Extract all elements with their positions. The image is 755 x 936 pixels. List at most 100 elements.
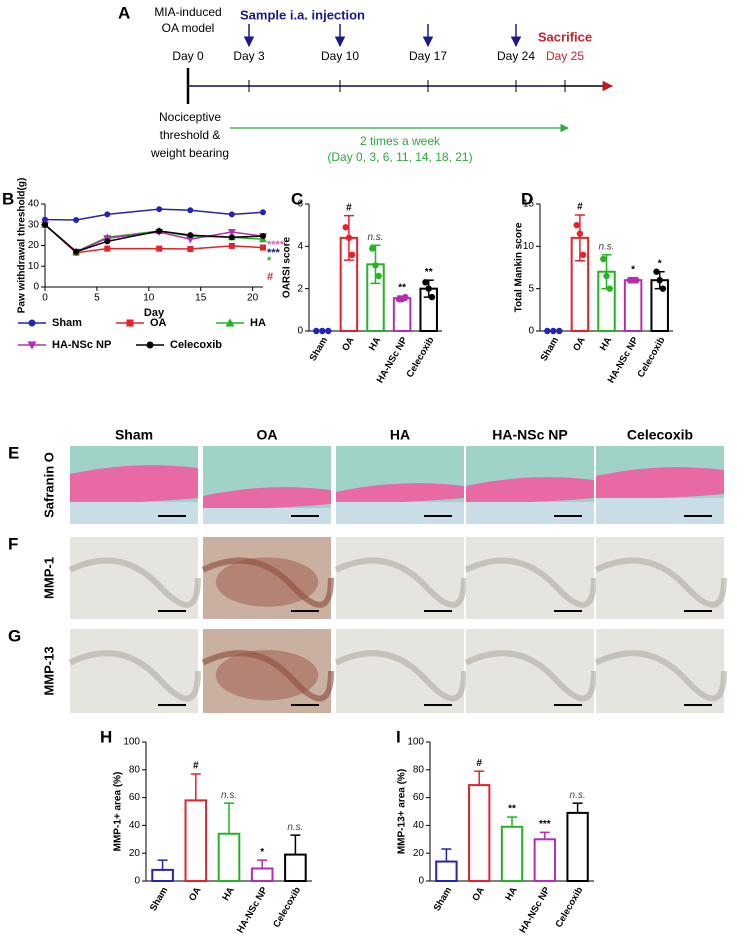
data-point xyxy=(319,327,326,335)
tissue xyxy=(466,629,594,713)
tissue-fold xyxy=(201,557,334,608)
bar xyxy=(500,825,524,882)
micrograph xyxy=(594,537,727,619)
micrograph xyxy=(464,537,597,619)
y-tick-label: 10 xyxy=(523,241,535,252)
panel-label: C xyxy=(291,189,303,208)
significance: n.s. xyxy=(570,790,586,801)
x-tick-label: Sham xyxy=(308,335,330,363)
subchondral xyxy=(596,498,724,524)
y-tick-label: 60 xyxy=(413,792,425,803)
panel-label: E xyxy=(8,443,19,462)
point xyxy=(156,245,163,252)
point xyxy=(73,216,80,223)
significance: * xyxy=(267,255,272,267)
measure-text: threshold & xyxy=(160,128,221,142)
bar xyxy=(250,867,274,882)
y-tick-label: 10 xyxy=(28,261,40,272)
data-point xyxy=(402,293,409,301)
subchondral xyxy=(466,502,594,524)
row-label: MMP-13 xyxy=(41,646,56,695)
micrograph xyxy=(464,629,597,713)
x-tick-label: OA xyxy=(187,885,204,903)
y-tick-label: 2 xyxy=(297,283,303,294)
y-tick-label: 20 xyxy=(413,848,425,859)
y-tick-label: 5 xyxy=(528,283,534,294)
micrograph xyxy=(336,446,464,524)
tissue-fold xyxy=(464,557,597,608)
x-tick-label: Sham xyxy=(432,885,454,913)
cartilage xyxy=(336,483,464,503)
y-tick-label: 40 xyxy=(129,820,141,831)
micrograph xyxy=(594,629,727,713)
data-point xyxy=(556,327,563,335)
data-point xyxy=(375,272,382,280)
significance: n.s. xyxy=(367,232,383,243)
bar xyxy=(217,832,241,882)
column-header: HA-NSc NP xyxy=(492,427,567,443)
data-point xyxy=(600,255,607,263)
x-axis-label: Day xyxy=(144,307,165,319)
legend-marker xyxy=(146,341,154,349)
micrograph xyxy=(466,446,594,524)
row-label: MMP-1 xyxy=(41,557,56,599)
panel-label: B xyxy=(2,189,14,208)
y-tick-label: 40 xyxy=(28,199,40,210)
point xyxy=(42,221,48,228)
legend-marker xyxy=(126,319,134,327)
cartilage xyxy=(466,477,594,503)
data-point xyxy=(603,272,610,280)
legend-marker xyxy=(225,318,235,327)
point xyxy=(260,209,266,216)
data-point xyxy=(550,327,557,335)
y-tick-label: 20 xyxy=(129,848,141,859)
tissue xyxy=(203,537,331,619)
y-tick-label: 80 xyxy=(413,764,425,775)
y-tick-label: 4 xyxy=(297,241,303,252)
x-tick-label: HA xyxy=(503,885,519,903)
legend-label: OA xyxy=(150,317,167,329)
data-point xyxy=(348,251,356,258)
y-tick-label: 0 xyxy=(418,876,424,887)
data-point xyxy=(428,293,436,301)
sacrifice-day: Day 25 xyxy=(546,49,584,63)
micrograph xyxy=(203,446,331,524)
y-tick-label: 0 xyxy=(528,326,534,337)
subchondral xyxy=(203,508,331,524)
data-point xyxy=(579,251,587,258)
significance: * xyxy=(260,847,264,858)
legend-label: HA xyxy=(250,317,266,329)
micrograph xyxy=(334,537,467,619)
bar xyxy=(623,279,643,333)
data-point xyxy=(656,277,663,284)
day-label: Day 17 xyxy=(409,49,447,63)
x-tick-label: Celecoxib xyxy=(271,885,303,930)
x-tick-label: 20 xyxy=(247,293,259,304)
significance: # xyxy=(346,202,352,213)
data-point xyxy=(544,327,551,335)
y-tick-label: 20 xyxy=(28,240,40,251)
y-tick-label: 0 xyxy=(33,282,39,293)
column-header: Celecoxib xyxy=(627,427,693,443)
subchondral xyxy=(336,502,464,524)
day-label: Day 10 xyxy=(321,49,359,63)
y-tick-label: 15 xyxy=(523,199,535,210)
tissue-fold xyxy=(201,650,334,702)
tissue xyxy=(596,629,724,713)
significance: ** xyxy=(508,804,516,815)
tissue-fold xyxy=(464,650,597,702)
row-label: Safranin O xyxy=(41,452,56,518)
schedule-text: (Day 0, 3, 6, 11, 14, 18, 21) xyxy=(327,150,472,164)
bar xyxy=(284,853,307,883)
panel-label: A xyxy=(118,3,130,22)
significance: ** xyxy=(425,267,433,278)
point xyxy=(227,229,236,237)
x-tick-label: HA xyxy=(598,335,614,353)
x-tick-label: HA xyxy=(367,335,383,353)
panel-label: D xyxy=(521,189,533,208)
cartilage xyxy=(70,465,198,503)
significance: # xyxy=(193,761,199,772)
sacrifice-title: Sacrifice xyxy=(538,29,592,44)
micrograph xyxy=(596,446,724,524)
tissue-fold xyxy=(334,557,467,608)
